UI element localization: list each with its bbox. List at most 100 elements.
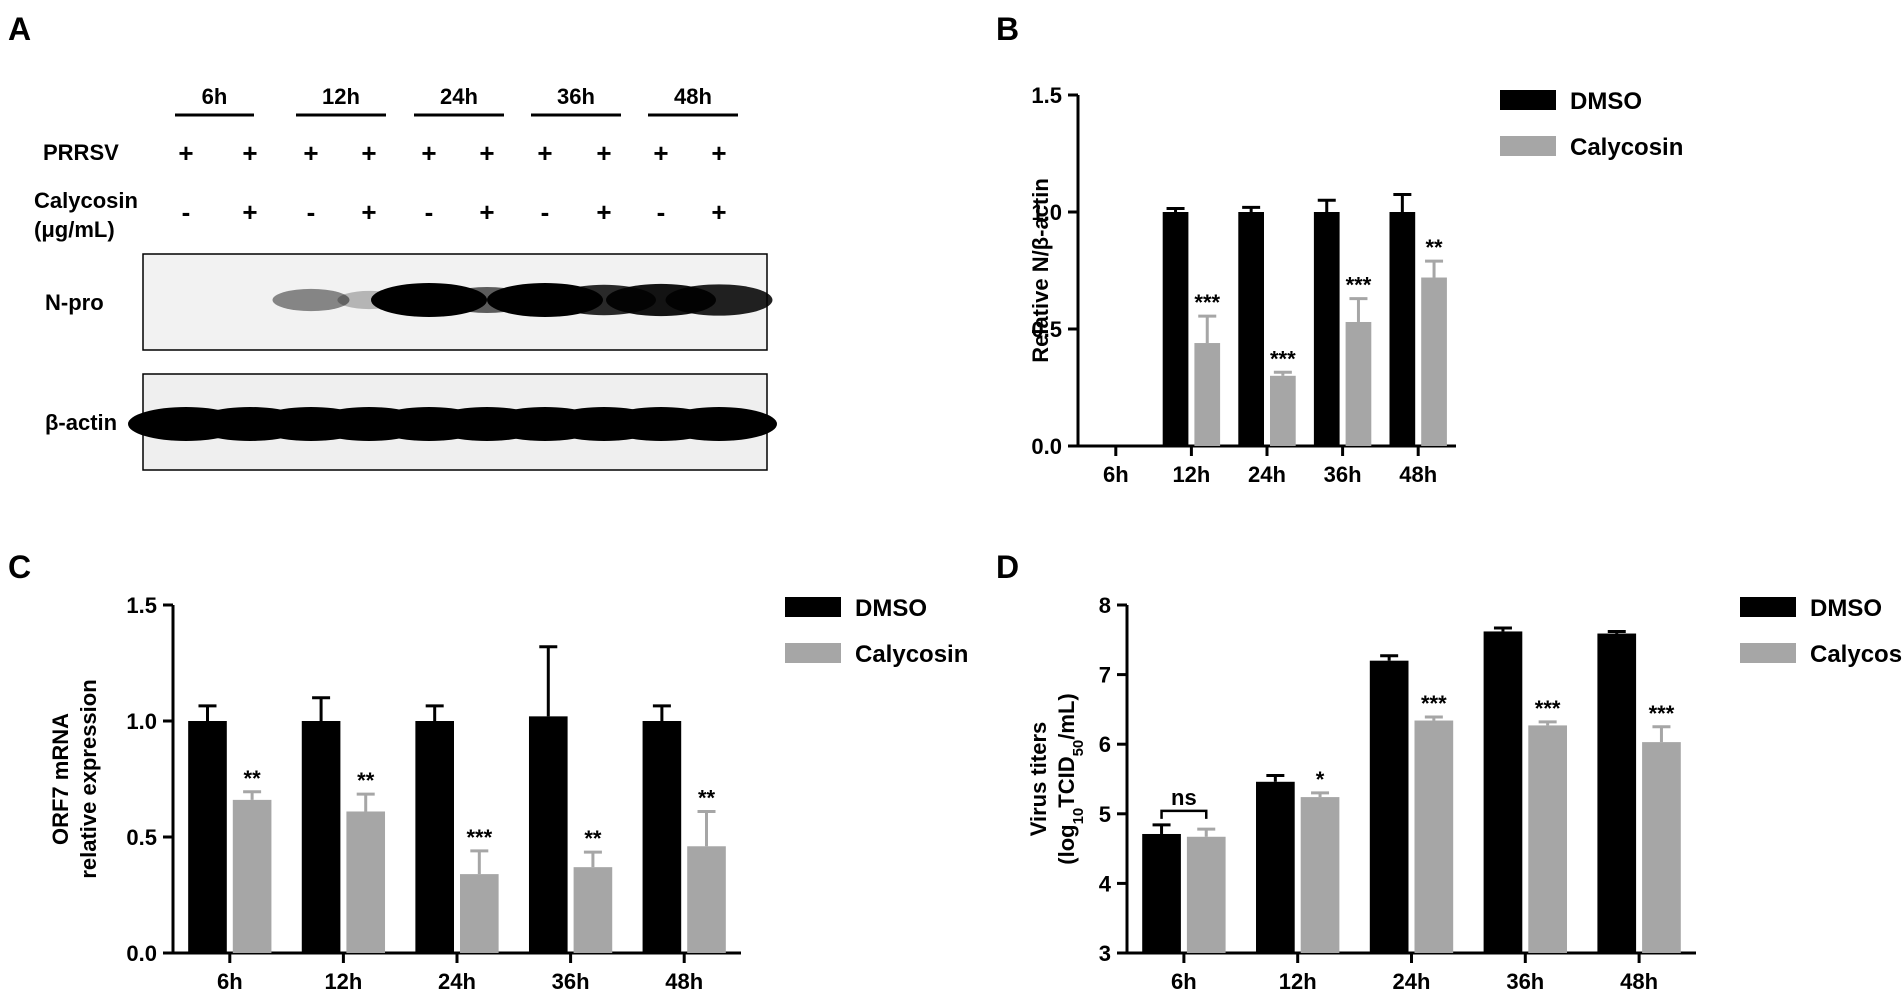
y-tick-label: 1.5 xyxy=(1031,83,1062,108)
bar-dmso xyxy=(415,721,454,953)
band xyxy=(272,288,350,312)
bar-dmso xyxy=(642,721,682,953)
significance-label: * xyxy=(1316,767,1325,792)
legend-label: Calycosin xyxy=(1570,134,1683,161)
y-tick-label: 1.0 xyxy=(126,709,157,734)
legend-label: Calycosin xyxy=(855,641,968,668)
timepoint-label: 24h xyxy=(440,84,478,109)
x-tick-label: 36h xyxy=(1506,969,1544,994)
bar-calycosin xyxy=(1421,277,1447,446)
row-label-calycosin: Calycosin xyxy=(34,188,138,213)
legend-swatch-dmso xyxy=(1740,597,1796,617)
significance-bracket xyxy=(1160,809,1208,819)
bar-calycosin xyxy=(346,811,386,953)
y-axis-label: Relative N/β-actin xyxy=(1028,178,1053,363)
y-tick-label: 1.5 xyxy=(126,593,157,618)
legend-swatch-calycosin xyxy=(785,643,841,663)
panel-label-b: B xyxy=(996,11,1019,47)
bar-dmso xyxy=(1256,781,1295,953)
x-tick-label: 24h xyxy=(1248,462,1286,487)
sign: - xyxy=(657,197,666,227)
bar-dmso xyxy=(1369,660,1409,953)
significance-label: ns xyxy=(1171,785,1197,810)
y-axis-label-part: (log xyxy=(1054,824,1079,864)
legend-swatch-calycosin xyxy=(1740,643,1796,663)
bar-calycosin xyxy=(1186,836,1226,953)
significance-label: ** xyxy=(357,768,375,793)
y-axis-label-part: /mL) xyxy=(1054,693,1079,739)
y-tick-label: 0.5 xyxy=(126,825,157,850)
x-tick-label: 6h xyxy=(217,969,243,994)
y-tick-label: 8 xyxy=(1099,593,1111,618)
significance-label: ** xyxy=(1425,235,1443,260)
bar-calycosin xyxy=(232,799,272,953)
y-tick-label: 7 xyxy=(1099,663,1111,688)
significance-label: ** xyxy=(698,785,716,810)
legend-label: DMSO xyxy=(1570,88,1642,115)
y-tick-label: 3 xyxy=(1099,941,1111,966)
timepoint-label: 36h xyxy=(557,84,595,109)
sign: + xyxy=(361,197,376,227)
band xyxy=(665,284,773,316)
sign: - xyxy=(182,197,191,227)
x-tick-label: 12h xyxy=(1279,969,1317,994)
timepoint-label: 12h xyxy=(322,84,360,109)
timepoint-label: 6h xyxy=(202,84,228,109)
sign: + xyxy=(537,138,552,168)
y-axis-label: ORF7 mRNA xyxy=(48,713,73,845)
y-axis-label: Virus titers xyxy=(1026,722,1051,837)
sign: - xyxy=(541,197,550,227)
sign: - xyxy=(425,197,434,227)
band xyxy=(661,407,777,441)
chart-b: 0.0 0.5 1.0 1.5 6h 12h *** 24h *** 36h *** 48h ** Rel… xyxy=(1028,83,1683,487)
bar-dmso xyxy=(188,721,227,953)
panel-label-a: A xyxy=(8,11,31,47)
y-tick-label: 4 xyxy=(1099,871,1112,896)
bar-calycosin xyxy=(1642,742,1681,953)
legend-swatch-dmso xyxy=(785,597,841,617)
bar-dmso xyxy=(1389,212,1416,446)
x-tick-label: 36h xyxy=(1324,462,1362,487)
y-tick-label: 5 xyxy=(1099,802,1111,827)
y-axis-label-line2: relative expression xyxy=(76,679,101,878)
sign: + xyxy=(303,138,318,168)
x-tick-label: 48h xyxy=(665,969,703,994)
bar-calycosin xyxy=(1194,343,1221,446)
sign: + xyxy=(653,138,668,168)
sign: - xyxy=(307,197,316,227)
panel-label-d: D xyxy=(996,549,1019,585)
blot-label: N-pro xyxy=(45,290,104,315)
bar-dmso xyxy=(1483,631,1523,953)
bar-calycosin xyxy=(1345,321,1372,446)
sign: + xyxy=(479,138,494,168)
significance-label: *** xyxy=(1194,290,1220,315)
bar-dmso xyxy=(301,721,341,953)
legend-label: DMSO xyxy=(1810,595,1882,622)
x-tick-label: 12h xyxy=(1172,462,1210,487)
blot-label: β-actin xyxy=(45,410,117,435)
chart-c: 0.0 0.5 1.0 1.5 6h ** 12h ** 24h *** 36h ** 48h ** ORF… xyxy=(48,593,968,994)
significance-label: *** xyxy=(466,825,492,850)
timepoint-label: 48h xyxy=(674,84,712,109)
significance-label: *** xyxy=(1421,691,1447,716)
y-tick-label: 0.0 xyxy=(126,941,157,966)
bar-calycosin xyxy=(1270,375,1296,446)
bar-dmso xyxy=(1238,212,1264,446)
y-tick-label: 1.0 xyxy=(1031,200,1062,225)
x-tick-label: 12h xyxy=(324,969,362,994)
bar-calycosin xyxy=(1528,725,1567,953)
sign: + xyxy=(596,197,611,227)
y-tick-label: 0.0 xyxy=(1031,434,1062,459)
significance-label: *** xyxy=(1270,346,1296,371)
chart-d: 3 4 5 6 7 8 6h ns 12h * 24h *** 36h *** 48h *** Virus ti… xyxy=(1026,593,1902,994)
significance-label: *** xyxy=(1535,696,1561,721)
panel-label-c: C xyxy=(8,549,31,585)
sign: + xyxy=(421,138,436,168)
bar-dmso xyxy=(1142,833,1181,953)
y-axis-label-part: TCID xyxy=(1054,756,1079,807)
x-tick-label: 24h xyxy=(1393,969,1431,994)
x-tick-label: 6h xyxy=(1171,969,1197,994)
x-tick-label: 24h xyxy=(438,969,476,994)
x-tick-label: 48h xyxy=(1399,462,1437,487)
